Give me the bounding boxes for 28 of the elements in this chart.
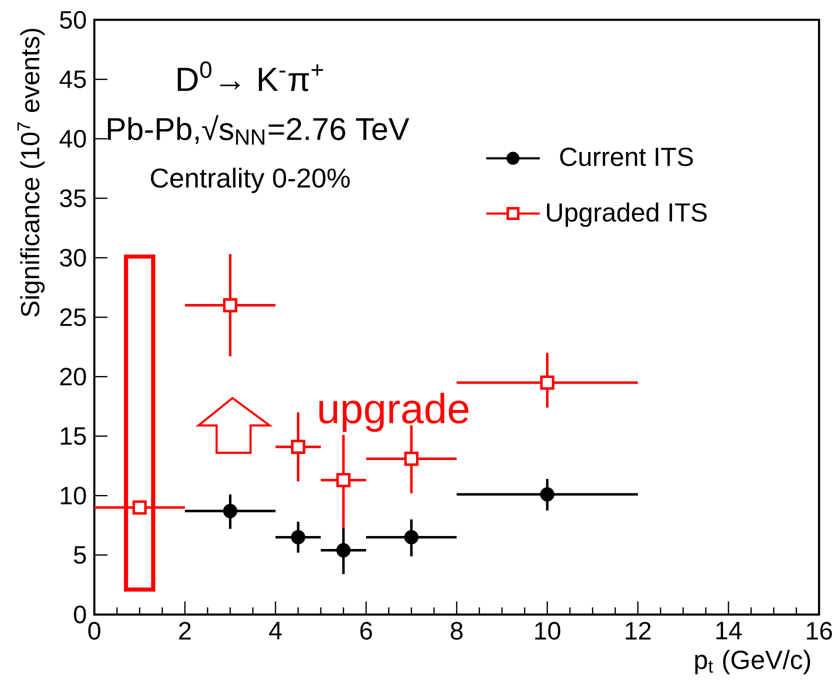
y-tick-label: 40: [60, 130, 86, 148]
x-tick-label: 4: [269, 622, 282, 640]
x-tick-label: 14: [716, 622, 742, 640]
x-tick-label: 12: [626, 622, 651, 640]
y-tick-label: 10: [60, 486, 86, 504]
x-tick-label: 2: [179, 622, 191, 640]
y-tick-label: 20: [60, 368, 86, 386]
annotation: Centrality 0-20%: [150, 168, 350, 193]
y-tick-label: 25: [60, 308, 86, 326]
x-tick-label: 8: [450, 622, 463, 640]
y-axis-title: Significance (10$^{7}$ events): [17, 28, 45, 316]
legend-label: Upgraded ITS: [547, 202, 707, 227]
y-tick-label: 5: [74, 546, 86, 564]
y-tick-label: 35: [60, 189, 86, 208]
x-axis-title: p$_{t}$ (GeV/c): [695, 650, 810, 674]
legend-label: Current ITS: [560, 147, 693, 166]
y-tick-label: 50: [60, 10, 86, 29]
annotation: Pb-Pb,√s$_{NN}$=2.76 TeV: [108, 114, 410, 145]
annotation: upgrade: [319, 392, 468, 432]
y-tick-label: 15: [60, 427, 86, 445]
y-tick-label: 0: [74, 606, 86, 624]
y-tick-label: 30: [60, 248, 86, 266]
x-tick-label: 16: [806, 622, 832, 640]
x-tick-label: 0: [88, 622, 100, 640]
annotation: D$^{0}$→ K$^{-}$π$^{+}$: [178, 61, 323, 92]
x-tick-label: 6: [360, 622, 372, 640]
x-tick-label: 10: [535, 622, 560, 640]
y-tick-label: 45: [60, 70, 86, 88]
